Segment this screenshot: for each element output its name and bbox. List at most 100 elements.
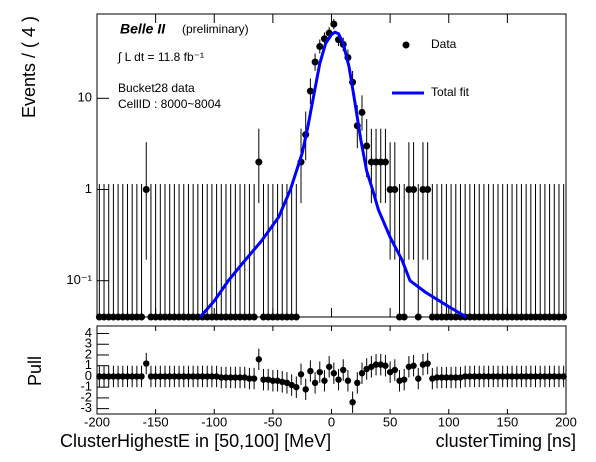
data-point: [227, 374, 234, 381]
data-point: [541, 373, 549, 380]
data-point: [128, 373, 136, 380]
data-point: [255, 158, 263, 166]
y-tick-label: 2: [85, 346, 92, 361]
data-point: [105, 373, 112, 380]
annotation: Bucket28 data: [118, 81, 195, 95]
data-point: [302, 386, 309, 393]
data-point: [485, 373, 492, 380]
x-tick-label: 200: [555, 414, 577, 429]
data-point: [297, 371, 305, 378]
legend-label: Total fit: [431, 85, 470, 99]
data-point: [349, 398, 356, 406]
data-point: [147, 373, 155, 380]
data-point: [381, 158, 389, 166]
y-tick-label: -2: [80, 389, 92, 404]
data-point: [354, 379, 361, 387]
y-tick-label: 3: [85, 336, 92, 351]
data-point: [400, 313, 408, 321]
data-point: [236, 374, 244, 381]
data-point: [185, 373, 192, 380]
data-point: [443, 374, 450, 381]
annotation: CellID : 8000~8004: [118, 97, 221, 111]
x-tick-label: -100: [201, 414, 227, 429]
data-point: [208, 373, 216, 380]
y-axis-label: Pull: [25, 356, 45, 386]
data-point: [344, 377, 352, 384]
annotation: ClusterHighestE in [50,100] [MeV]: [60, 431, 331, 451]
data-point: [138, 373, 145, 380]
data-point: [476, 373, 483, 380]
data-point: [372, 361, 380, 368]
annotation: Belle II: [120, 21, 166, 37]
data-point: [260, 376, 267, 383]
data-point: [232, 374, 239, 381]
data-point: [490, 373, 497, 380]
x-tick-label: -150: [143, 414, 169, 429]
data-point: [255, 356, 263, 363]
data-point: [246, 375, 253, 382]
data-point: [546, 373, 553, 380]
data-point: [157, 373, 164, 380]
data-point: [204, 373, 211, 380]
data-point: [311, 379, 319, 387]
data-point: [340, 366, 347, 374]
data-point: [100, 373, 108, 380]
data-point: [447, 374, 455, 381]
y-tick-label: 1: [85, 181, 92, 196]
data-point: [452, 374, 459, 381]
data-point: [504, 373, 511, 380]
data-point: [560, 313, 568, 321]
data-point: [171, 373, 178, 380]
data-point: [400, 376, 408, 383]
data-point: [358, 370, 366, 377]
data-point: [293, 383, 300, 391]
data-point: [424, 360, 431, 367]
data-point: [199, 373, 206, 380]
data-point: [358, 108, 366, 116]
data-point: [438, 374, 445, 381]
data-point: [461, 373, 469, 380]
data-point: [508, 373, 516, 380]
annotation: (preliminary): [182, 22, 249, 36]
legend-label: Data: [431, 37, 457, 51]
data-point: [433, 374, 441, 381]
data-point: [532, 373, 539, 380]
data-point: [560, 373, 567, 380]
data-point: [518, 373, 525, 380]
data-point: [138, 313, 146, 321]
data-point: [494, 373, 502, 380]
data-point: [316, 42, 324, 50]
data-point: [114, 373, 122, 380]
y-tick-label: 10: [78, 90, 92, 105]
data-point: [555, 373, 563, 380]
data-point: [410, 362, 417, 369]
data-point: [292, 313, 300, 321]
data-point: [391, 366, 399, 374]
y-axis-label: Events / ( 4 ): [19, 16, 39, 118]
x-axis-label: clusterTiming [ns]: [436, 431, 576, 451]
y-tick-label: 10⁻¹: [66, 272, 92, 287]
data-point: [218, 374, 225, 381]
data-point: [96, 373, 103, 380]
data-point: [410, 186, 418, 194]
data-point: [382, 362, 389, 369]
data-point: [180, 373, 187, 380]
data-point: [124, 373, 131, 380]
data-point: [335, 376, 342, 383]
data-point: [499, 373, 506, 380]
data-point: [330, 370, 338, 377]
data-point: [189, 373, 197, 380]
data-point: [143, 360, 150, 367]
y-tick-label: 0: [85, 368, 92, 383]
data-point: [152, 373, 159, 380]
data-point: [306, 87, 314, 95]
data-point: [551, 373, 558, 380]
x-tick-label: 100: [438, 414, 460, 429]
x-tick-label: 0: [328, 414, 335, 429]
data-point: [391, 186, 399, 194]
y-tick-label: 1: [85, 357, 92, 372]
data-point: [311, 58, 319, 66]
data-point: [161, 373, 169, 380]
x-tick-label: 50: [383, 414, 397, 429]
